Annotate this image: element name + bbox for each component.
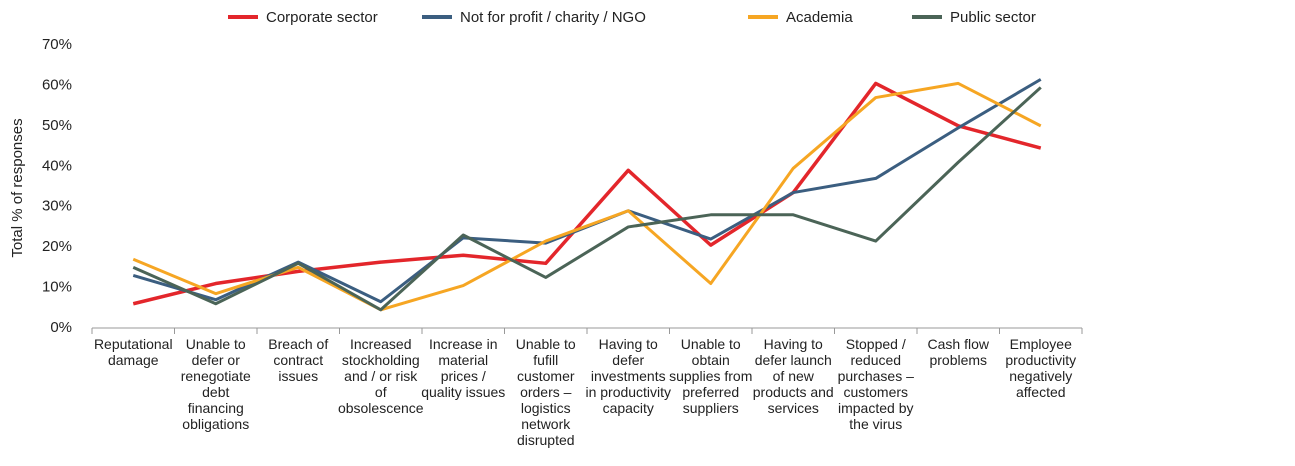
x-tick-label: Stopped / reduced purchases – customers …	[837, 336, 914, 432]
x-tick-label: Having to defer investments in productiv…	[585, 336, 672, 416]
legend-label: Academia	[786, 9, 853, 26]
legend-label: Corporate sector	[266, 9, 378, 26]
y-tick-label: 60%	[42, 76, 72, 93]
line	[132, 78, 1042, 304]
y-tick-label: 70%	[42, 36, 72, 53]
line	[132, 81, 1042, 312]
x-tick-label: Cash flow problems	[927, 336, 989, 368]
x-tick-label: Increase in material prices / quality is…	[421, 336, 506, 400]
y-tick-label: 20%	[42, 238, 72, 255]
line	[132, 81, 1042, 306]
x-tick-label: Unable to defer or renegotiate debt fina…	[180, 336, 251, 432]
y-tick-label: 40%	[42, 157, 72, 174]
x-tick-label: Increased stockholding and / or risk of …	[337, 336, 424, 416]
x-tick-label: Reputational damage	[93, 336, 173, 368]
legend-label: Public sector	[950, 9, 1036, 26]
y-axis-label: Total % of responses	[9, 118, 26, 257]
y-tick-label: 0%	[50, 319, 72, 336]
line	[132, 86, 1042, 312]
x-tick-label: Unable to obtain supplies from preferred…	[669, 336, 753, 416]
y-tick-label: 10%	[42, 279, 72, 296]
x-tick-label: Unable to fufill customer orders – logis…	[515, 336, 576, 448]
y-tick-label: 50%	[42, 117, 72, 134]
x-tick-label: Breach of contract issues	[268, 336, 329, 384]
x-tick-label: Having to defer launch of new products a…	[752, 336, 834, 416]
legend-label: Not for profit / charity / NGO	[460, 9, 646, 26]
x-tick-label: Employee productivity negatively affecte…	[1005, 336, 1077, 400]
y-tick-label: 30%	[42, 198, 72, 215]
